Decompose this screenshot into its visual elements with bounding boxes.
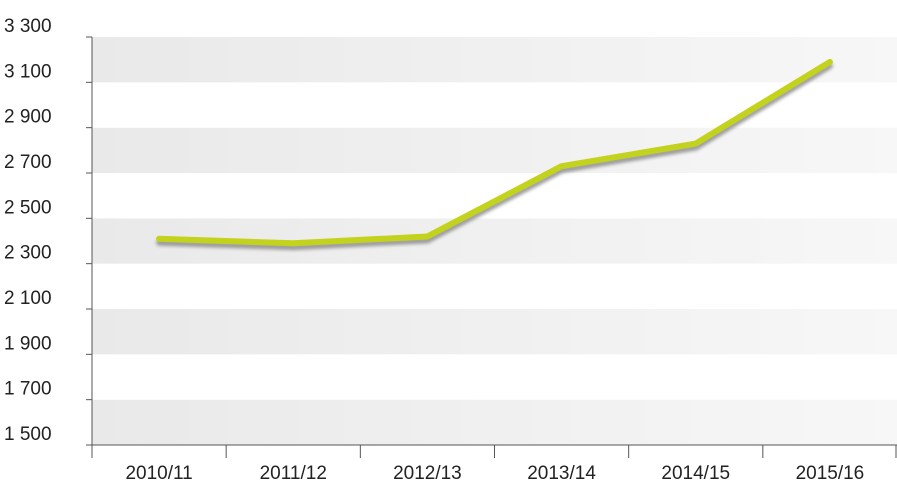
x-tick-label: 2012/13: [393, 463, 462, 484]
band: [92, 309, 897, 355]
band: [92, 399, 897, 445]
band: [92, 173, 897, 219]
band: [92, 263, 897, 309]
y-tick-label: 2 100: [4, 288, 52, 309]
band: [92, 127, 897, 173]
y-tick-label: 1 700: [4, 379, 52, 400]
band: [92, 82, 897, 128]
y-tick-label: 2 900: [4, 107, 52, 128]
y-tick-label: 2 700: [4, 152, 52, 173]
band: [92, 354, 897, 400]
band: [92, 37, 897, 83]
x-tick-label: 2011/12: [260, 463, 327, 484]
y-tick-label: 3 100: [4, 61, 52, 82]
y-tick-label: 2 500: [4, 197, 52, 218]
y-tick-label: 2 300: [4, 243, 52, 264]
y-tick-label: 1 900: [4, 333, 52, 354]
y-tick-label: 3 300: [4, 16, 52, 37]
line-shadow: [156, 62, 833, 251]
line: [156, 58, 833, 247]
x-tick-label: 2014/15: [661, 463, 730, 484]
x-tick-label: 2015/16: [796, 463, 865, 484]
x-tick-label: 2010/11: [125, 463, 192, 484]
y-tick-label: 1 500: [4, 424, 52, 445]
x-tick-label: 2013/14: [527, 463, 596, 484]
